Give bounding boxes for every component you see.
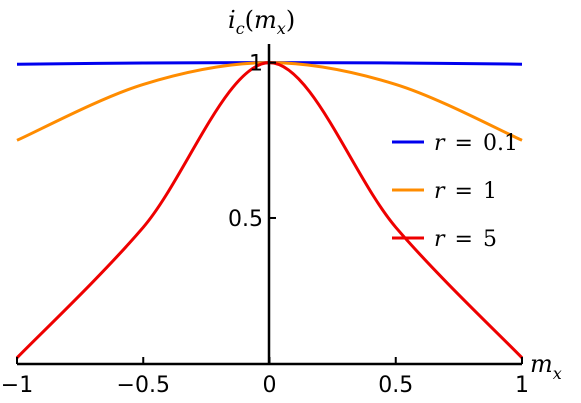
- x-ticks: −1 −0.5 0 0.5 1: [1, 357, 529, 398]
- y-axis-label-sub: c: [236, 19, 245, 38]
- y-tick-label: 0.5: [228, 207, 263, 232]
- x-axis-label: mx: [530, 350, 562, 383]
- y-ticks: 0.51: [228, 52, 276, 232]
- x-tick-label: 0: [263, 373, 277, 398]
- x-axis-label-sub: x: [553, 364, 562, 383]
- x-tick-label: 0.5: [378, 373, 413, 398]
- legend-label-1: r = 0.1: [434, 131, 518, 156]
- x-tick-label: −0.5: [117, 373, 170, 398]
- legend-label-3: r = 5: [434, 227, 497, 252]
- y-tick-label: 1: [249, 52, 263, 77]
- legend-label-2: r = 1: [434, 179, 497, 204]
- legend: r = 0.1 r = 1 r = 5: [392, 131, 518, 252]
- y-axis-label: ic(mx): [228, 6, 295, 38]
- x-tick-label: 1: [515, 373, 529, 398]
- x-tick-label: −1: [1, 373, 33, 398]
